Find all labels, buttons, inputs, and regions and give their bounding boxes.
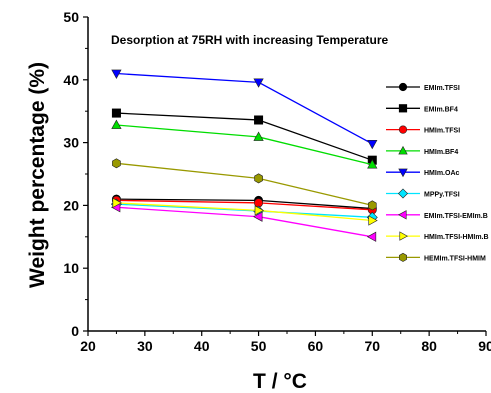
series-8 — [112, 197, 378, 226]
legend-marker — [398, 104, 408, 113]
legend-entry: EMIm.BF4 — [386, 104, 458, 113]
y-tick-label: 30 — [63, 135, 79, 151]
data-point — [368, 215, 378, 226]
data-point — [112, 197, 122, 209]
x-axis-title: T / °C — [253, 370, 307, 393]
legend-marker — [398, 210, 407, 220]
data-point — [254, 173, 263, 184]
data-point — [253, 78, 264, 88]
legend-entry: HMIm.TFSI-HMIm.B — [386, 231, 489, 241]
legend-entry: HMIm.TFSI — [386, 125, 460, 135]
y-tick-label: 40 — [63, 72, 79, 88]
x-tick-label: 60 — [308, 338, 324, 354]
legend-entry: EMIm.TFSI-EMIm.B — [386, 210, 488, 220]
series-layer — [110, 69, 378, 242]
data-point — [254, 115, 264, 125]
series-9 — [112, 158, 377, 211]
legend-label: HMIm.BF4 — [424, 149, 458, 156]
legend-marker — [398, 188, 408, 199]
legend-label: EMIm.TFSI-EMIm.B — [424, 213, 488, 220]
legend-label: EMIm.TFSI — [424, 85, 460, 92]
series-line — [116, 206, 373, 238]
legend-entry: HMIm.OAc — [386, 168, 460, 178]
data-point — [367, 139, 378, 150]
data-point — [253, 131, 264, 141]
x-tick-label: 80 — [421, 338, 437, 354]
legend-entry: EMIm.TFSI — [386, 82, 460, 92]
data-point — [254, 205, 265, 216]
legend-entry: HMIm.BF4 — [386, 145, 458, 156]
legend-label: HMIm.OAc — [424, 170, 460, 177]
legend-marker — [398, 168, 408, 178]
series-line — [116, 124, 373, 166]
legend-marker — [399, 231, 408, 241]
data-point — [111, 69, 122, 79]
y-tick-label: 0 — [71, 323, 79, 339]
x-tick-label: 90 — [478, 338, 491, 354]
y-tick-label: 20 — [63, 197, 79, 213]
data-point — [111, 108, 121, 118]
legend-label: HMIm.TFSI — [424, 128, 460, 135]
axes: 20 30 40 50 60 70 80 90 0 10 20 30 40 50 — [63, 9, 491, 354]
x-tick-label: 20 — [80, 338, 96, 354]
data-point — [253, 211, 263, 222]
x-tick-label: 40 — [194, 338, 210, 354]
y-tick-label: 50 — [63, 9, 79, 25]
series-7 — [110, 202, 377, 242]
data-point — [367, 200, 377, 211]
series-line — [116, 112, 373, 161]
legend: EMIm.TFSI EMIm.BF4 HMIm.TFSI HMIm.BF4 HMIm.O… — [386, 82, 489, 262]
data-point — [367, 159, 378, 169]
legend-label: EMIm.BF4 — [424, 106, 458, 113]
data-point — [112, 158, 121, 169]
x-tick-label: 30 — [137, 338, 153, 354]
series-4 — [111, 119, 378, 169]
legend-marker — [398, 125, 408, 134]
legend-label: HEMIm.TFSI-HMIM — [424, 255, 486, 262]
legend-marker — [398, 82, 408, 92]
data-point — [111, 119, 122, 129]
legend-entry: MPPy.TFSI — [386, 188, 460, 199]
legend-marker — [398, 145, 408, 155]
series-line — [116, 72, 373, 145]
legend-label: HMIm.TFSI-HMIm.B — [424, 234, 489, 241]
x-tick-label: 50 — [251, 338, 267, 354]
y-tick-label: 10 — [63, 260, 79, 276]
legend-marker — [399, 252, 407, 262]
data-point — [366, 231, 377, 242]
legend-entry: HEMIm.TFSI-HMIM — [386, 252, 486, 262]
series-5 — [111, 69, 378, 150]
chart-title: Desorption at 75RH with increasing Tempe… — [111, 33, 388, 47]
legend-label: MPPy.TFSI — [424, 192, 460, 199]
y-axis-title: Weight percentage (%) — [26, 62, 49, 288]
x-tick-label: 70 — [364, 338, 380, 354]
